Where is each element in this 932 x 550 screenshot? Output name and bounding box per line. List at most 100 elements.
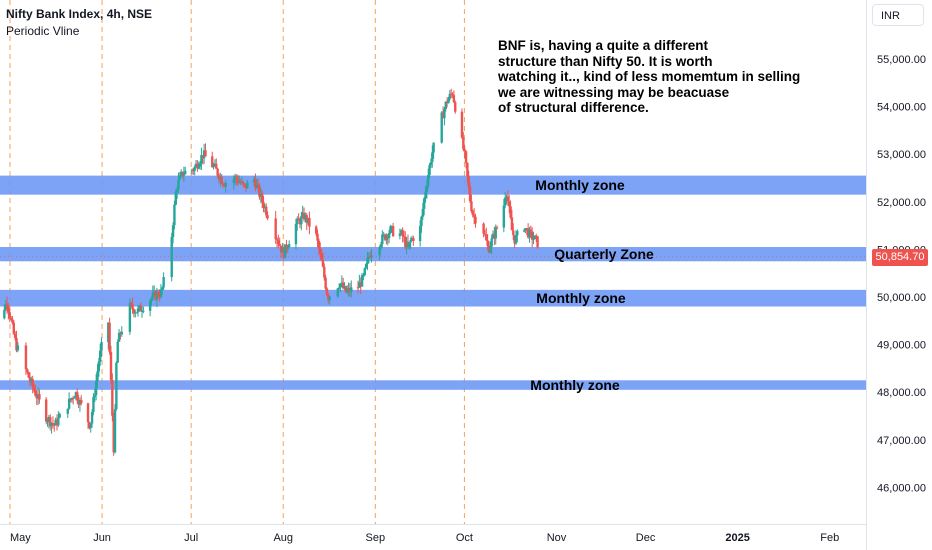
zone-band bbox=[0, 289, 866, 307]
candle-body bbox=[204, 150, 207, 157]
candle-body bbox=[80, 399, 83, 404]
candle-body bbox=[157, 292, 160, 297]
candle-body bbox=[216, 168, 219, 176]
candle-body bbox=[128, 302, 132, 332]
candle-body bbox=[159, 289, 163, 297]
candle-body bbox=[346, 290, 349, 293]
candle-body bbox=[252, 179, 256, 183]
candle-body bbox=[136, 308, 140, 313]
currency-selector[interactable]: INR bbox=[872, 4, 924, 26]
candle-body bbox=[244, 184, 248, 189]
candle-body bbox=[36, 394, 40, 399]
candle-body bbox=[24, 345, 28, 370]
candle-body bbox=[383, 234, 387, 240]
candle-body bbox=[215, 163, 218, 169]
candle-body bbox=[262, 201, 265, 208]
candle-body bbox=[77, 400, 80, 405]
candle-body bbox=[494, 227, 497, 239]
candle-body bbox=[98, 350, 102, 362]
candle-body bbox=[325, 288, 329, 296]
candle-body bbox=[525, 228, 528, 230]
candle-body bbox=[404, 236, 407, 248]
candle-body bbox=[451, 94, 454, 96]
y-tick-label: 53,000.00 bbox=[877, 149, 926, 161]
candle-body bbox=[35, 395, 38, 399]
candle-body bbox=[440, 112, 443, 143]
candle-body bbox=[200, 155, 203, 164]
candle-body bbox=[178, 175, 182, 180]
candle-body bbox=[424, 191, 427, 199]
candle-body bbox=[421, 208, 425, 217]
candle-body bbox=[170, 237, 173, 278]
candle-body bbox=[197, 166, 200, 169]
candle-body bbox=[362, 274, 365, 276]
candle-body bbox=[246, 182, 249, 189]
indicator-label[interactable]: Periodic Vline bbox=[6, 24, 80, 38]
candle-body bbox=[283, 244, 287, 258]
candle-body bbox=[51, 422, 55, 425]
candle-body bbox=[405, 241, 408, 248]
candle-body bbox=[429, 162, 433, 166]
candle-body bbox=[96, 371, 99, 382]
candle-body bbox=[378, 247, 381, 256]
candle-body bbox=[278, 243, 281, 246]
candle-body bbox=[389, 226, 392, 234]
candle-body bbox=[398, 233, 402, 237]
candle-body bbox=[277, 240, 280, 244]
candle-body bbox=[339, 283, 342, 288]
candle-body bbox=[485, 234, 488, 241]
candle-body bbox=[193, 166, 196, 171]
candle-body bbox=[420, 216, 423, 227]
candle-body bbox=[30, 379, 33, 382]
x-tick-label: 2025 bbox=[725, 532, 749, 544]
candle-body bbox=[235, 176, 238, 180]
candle-body bbox=[401, 230, 404, 237]
zone-band bbox=[0, 380, 866, 390]
candle-body bbox=[428, 165, 431, 175]
candle-body bbox=[94, 381, 98, 396]
candle-body bbox=[275, 239, 279, 241]
candle-body bbox=[285, 244, 288, 250]
candle-body bbox=[441, 112, 445, 119]
candle-body bbox=[323, 266, 326, 278]
candle-body bbox=[317, 240, 321, 249]
candle-body bbox=[151, 292, 155, 299]
zone-band bbox=[0, 175, 866, 195]
candle-body bbox=[115, 362, 118, 410]
candle-body bbox=[464, 151, 468, 163]
candle-body bbox=[177, 179, 180, 190]
candle-body bbox=[400, 230, 403, 234]
candle-body bbox=[444, 101, 447, 110]
candle-body bbox=[483, 233, 487, 235]
candle-body bbox=[135, 312, 138, 314]
candle-body bbox=[162, 277, 165, 288]
candle-body bbox=[302, 212, 306, 220]
candle-body bbox=[491, 233, 495, 239]
candle-body bbox=[100, 342, 103, 351]
candle-body bbox=[516, 231, 519, 236]
candle-body bbox=[381, 234, 384, 245]
candle-body bbox=[171, 225, 175, 238]
candle-body bbox=[471, 211, 474, 216]
candle-body bbox=[265, 206, 268, 216]
x-tick-label: Dec bbox=[636, 532, 656, 544]
candle-body bbox=[44, 399, 48, 422]
candle-body bbox=[487, 245, 491, 253]
candle-body bbox=[513, 235, 516, 244]
candle-body bbox=[402, 236, 406, 238]
x-tick-label: Aug bbox=[273, 532, 293, 544]
candle-body bbox=[514, 235, 518, 244]
candle-body bbox=[408, 242, 411, 248]
symbol-title[interactable]: Nifty Bank Index, 4h, NSE bbox=[6, 7, 153, 21]
candle-body bbox=[174, 191, 177, 205]
candle-body bbox=[340, 282, 344, 284]
candle-body bbox=[263, 206, 267, 208]
candle-body bbox=[287, 244, 291, 248]
candle-body bbox=[142, 310, 145, 312]
candle-body bbox=[298, 220, 302, 225]
candle-body bbox=[526, 228, 530, 238]
candle-body bbox=[470, 201, 473, 212]
candle-body bbox=[509, 206, 512, 218]
candle-body bbox=[341, 282, 345, 289]
candle-body bbox=[119, 332, 122, 335]
